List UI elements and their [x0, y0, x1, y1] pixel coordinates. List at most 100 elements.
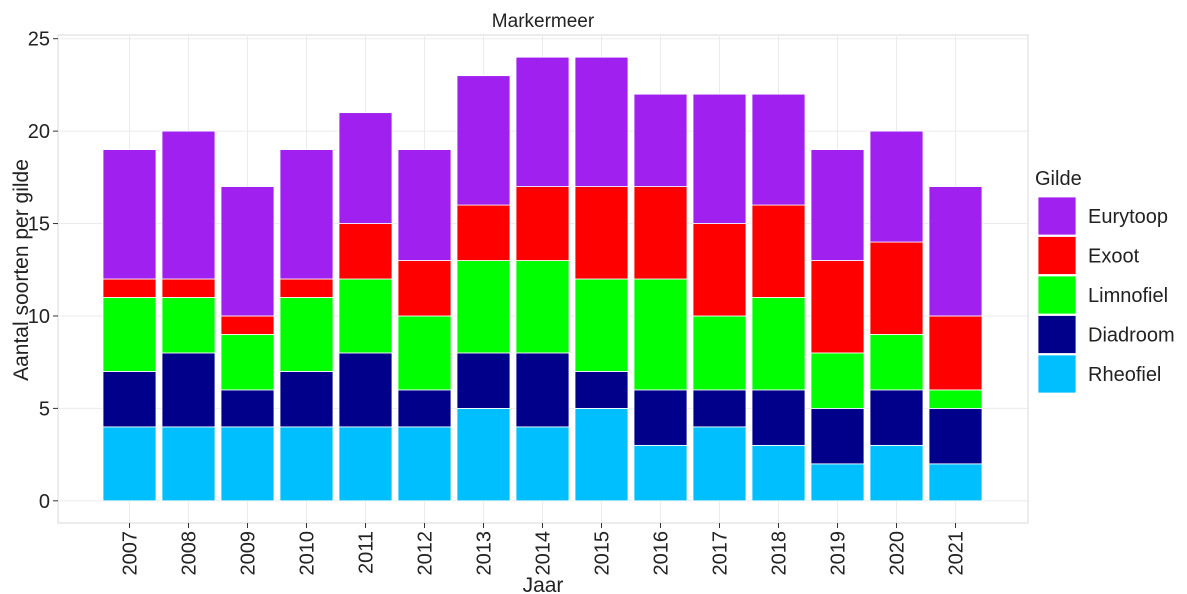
bar-segment: [102, 426, 157, 502]
bar-segment: [397, 149, 452, 261]
bar-segment: [574, 278, 629, 372]
y-tick-label: 5: [39, 398, 50, 420]
y-tick-label: 15: [28, 214, 50, 236]
bar-segment: [161, 352, 216, 428]
bar-segment: [102, 278, 157, 298]
bar-segment: [810, 352, 865, 409]
bar-segment: [220, 334, 275, 391]
bar-segment: [397, 389, 452, 428]
chart-title: Markermeer: [492, 11, 595, 32]
bar-segment: [692, 93, 747, 224]
bar-segment: [338, 112, 393, 224]
bar-segment: [574, 407, 629, 502]
x-tick-label: 2018: [769, 531, 791, 576]
bar-segment: [397, 426, 452, 502]
legend-label: Diadroom: [1088, 325, 1175, 347]
bar-segment: [338, 223, 393, 280]
bar-segment: [692, 315, 747, 391]
bar-segment: [633, 186, 688, 280]
bar-segment: [751, 297, 806, 391]
bar-segment: [810, 407, 865, 465]
x-tick-label: 2010: [297, 531, 319, 576]
y-tick-label: 20: [28, 121, 50, 143]
legend-key: [1037, 236, 1077, 275]
y-tick-label: 0: [39, 491, 50, 513]
bar-segment: [692, 426, 747, 502]
bar-segment: [751, 93, 806, 206]
legend-key: [1037, 315, 1077, 354]
bar-segment: [751, 204, 806, 298]
bar-segment: [220, 186, 275, 317]
bar-segment: [928, 463, 983, 502]
bar-segment: [633, 93, 688, 187]
bar-segment: [161, 426, 216, 502]
bar-segment: [869, 241, 924, 335]
bar-segment: [810, 260, 865, 354]
bar-segment: [869, 444, 924, 502]
bar-segment: [515, 426, 570, 502]
bar-segment: [515, 352, 570, 428]
x-tick-label: 2021: [946, 531, 968, 576]
legend-key: [1037, 196, 1077, 236]
bar-segment: [928, 186, 983, 317]
x-tick-label: 2019: [828, 531, 850, 576]
bar-segment: [338, 278, 393, 354]
x-tick-label: 2017: [710, 531, 732, 576]
bar-segment: [515, 260, 570, 354]
bar-segment: [633, 389, 688, 446]
bar-segment: [751, 389, 806, 446]
legend-key: [1037, 354, 1077, 394]
bar-segment: [692, 223, 747, 317]
bar-segment: [456, 204, 511, 261]
legend-label: Eurytoop: [1088, 206, 1168, 228]
bar-segment: [574, 56, 629, 187]
y-tick-label: 25: [28, 29, 50, 51]
y-tick-label: 10: [28, 306, 50, 328]
bar-segment: [397, 315, 452, 391]
x-tick-label: 2015: [592, 531, 614, 576]
bar-segment: [456, 352, 511, 409]
bar-segment: [279, 278, 334, 298]
bar-segment: [928, 315, 983, 391]
bar-segment: [456, 75, 511, 206]
x-axis-label: Jaar: [523, 574, 564, 594]
x-tick-label: 2011: [356, 531, 378, 574]
bar-segment: [161, 130, 216, 280]
bar-segment: [102, 149, 157, 280]
bar-segment: [102, 297, 157, 372]
bar-segment: [220, 315, 275, 335]
bar-segment: [279, 371, 334, 428]
x-tick-label: 2007: [120, 531, 142, 576]
bar-segment: [338, 352, 393, 428]
bar-segment: [869, 130, 924, 243]
bar-segment: [751, 444, 806, 502]
legend-label: Exoot: [1088, 246, 1140, 268]
bar-segment: [928, 389, 983, 409]
bar-segment: [515, 186, 570, 261]
bar-segment: [574, 371, 629, 409]
x-tick-label: 2020: [887, 531, 909, 576]
bar-segment: [633, 444, 688, 502]
bar-segment: [574, 186, 629, 280]
bar-segment: [161, 297, 216, 354]
legend-label: Limnofiel: [1088, 285, 1168, 307]
bar-segment: [220, 426, 275, 502]
x-tick-label: 2008: [179, 531, 201, 576]
x-tick-label: 2014: [533, 531, 555, 576]
x-tick-label: 2012: [415, 531, 437, 576]
bar-segment: [397, 260, 452, 317]
legend-title: Gilde: [1035, 168, 1082, 190]
y-axis-label: Aantal soorten per gilde: [10, 159, 33, 381]
bar-segment: [279, 297, 334, 372]
bar-segment: [338, 426, 393, 502]
bar-segment: [279, 149, 334, 280]
legend-key: [1037, 275, 1077, 315]
bar-segment: [279, 426, 334, 502]
bar-segment: [633, 278, 688, 391]
x-tick-label: 2009: [238, 531, 260, 576]
bar-segment: [810, 149, 865, 261]
bar-segment: [928, 407, 983, 465]
bar-segment: [810, 463, 865, 502]
bar-segment: [869, 389, 924, 446]
